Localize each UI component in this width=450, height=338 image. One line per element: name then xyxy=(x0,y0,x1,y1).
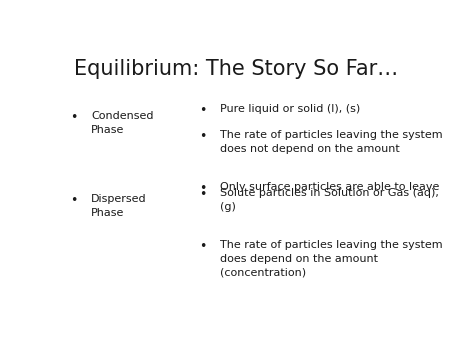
Text: •: • xyxy=(70,111,77,124)
Text: •: • xyxy=(199,183,207,195)
Text: •: • xyxy=(199,130,207,143)
Text: Pure liquid or solid (l), (s): Pure liquid or solid (l), (s) xyxy=(220,104,360,114)
Text: •: • xyxy=(199,188,207,201)
Text: The rate of particles leaving the system
does not depend on the amount: The rate of particles leaving the system… xyxy=(220,130,443,154)
Text: •: • xyxy=(199,240,207,253)
Text: Condensed
Phase: Condensed Phase xyxy=(91,111,153,135)
Text: •: • xyxy=(70,194,77,207)
Text: Solute particles in Solution or Gas (aq),
(g): Solute particles in Solution or Gas (aq)… xyxy=(220,188,439,212)
Text: Dispersed
Phase: Dispersed Phase xyxy=(91,194,147,218)
Text: Equilibrium: The Story So Far…: Equilibrium: The Story So Far… xyxy=(74,59,398,79)
Text: Only surface particles are able to leave: Only surface particles are able to leave xyxy=(220,183,440,192)
Text: The rate of particles leaving the system
does depend on the amount
(concentratio: The rate of particles leaving the system… xyxy=(220,240,443,277)
Text: •: • xyxy=(199,104,207,117)
